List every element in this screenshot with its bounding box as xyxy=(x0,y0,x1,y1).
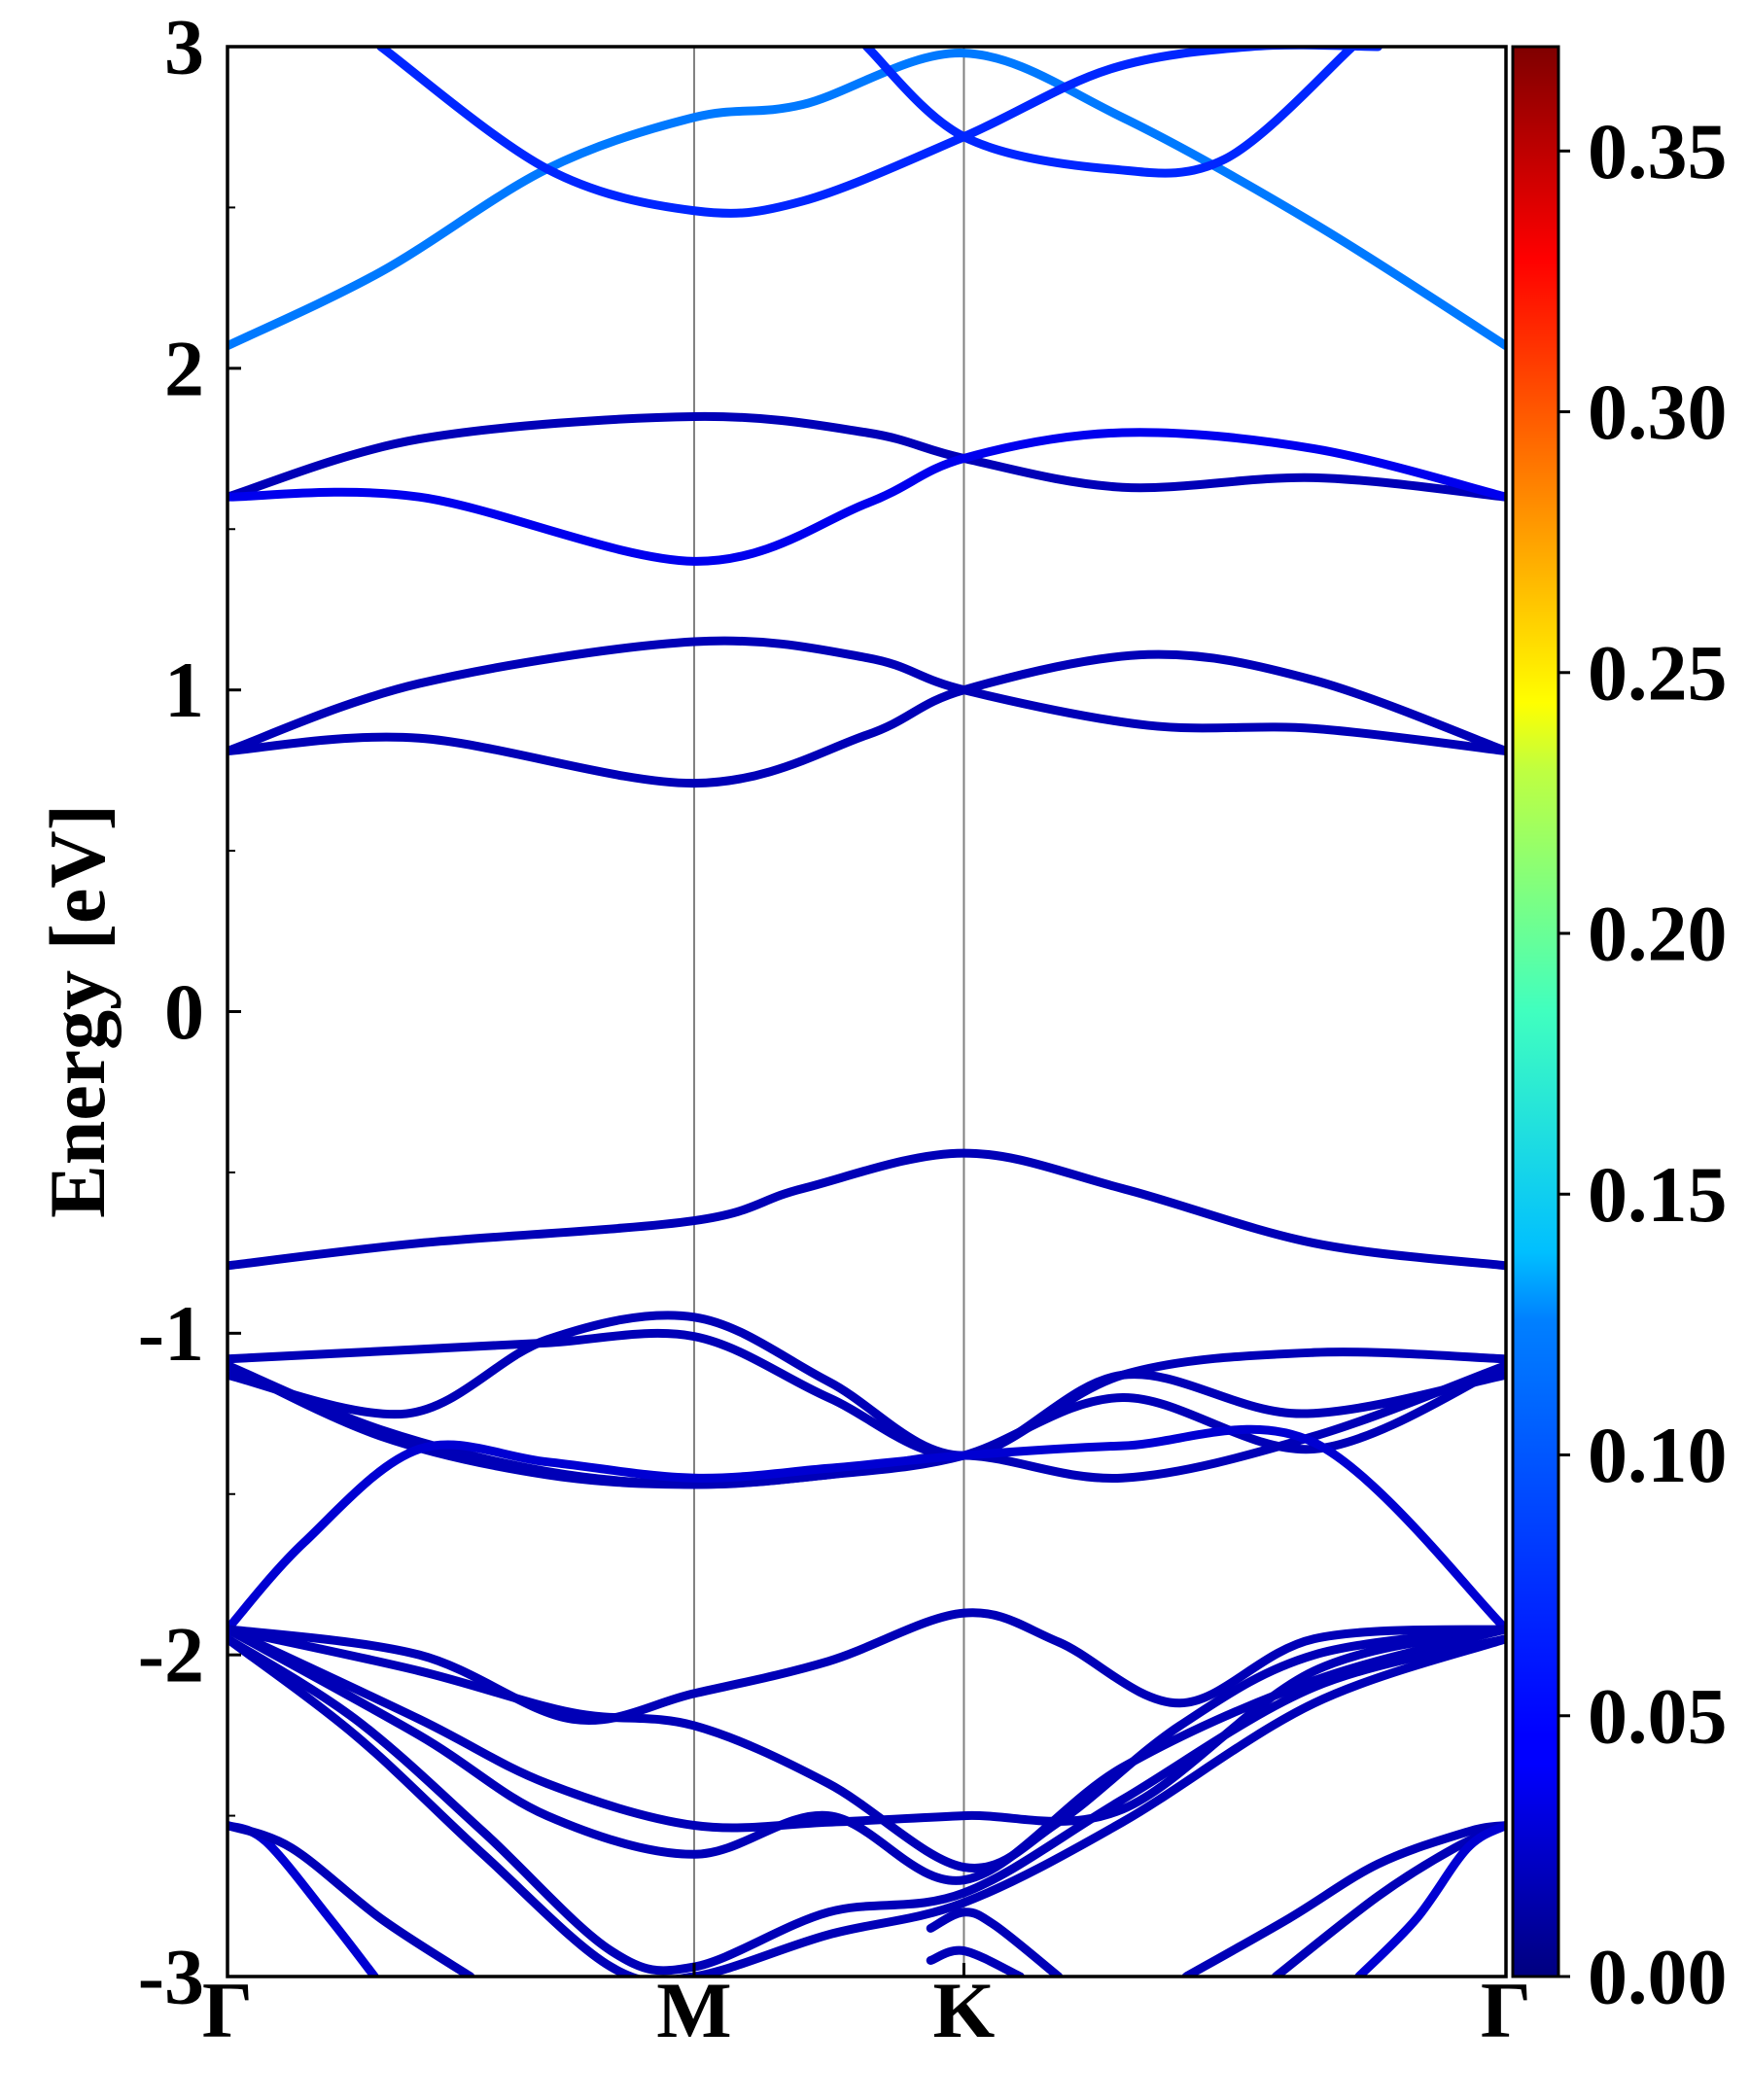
y-tick-label: 2 xyxy=(164,324,204,412)
band-line-17 xyxy=(228,1625,1506,1885)
colorbar: 0.00 0.05 0.10 0.15 0.20 0.25 0.30 0.35 xyxy=(1511,45,1728,2021)
high-symmetry-lines xyxy=(692,47,965,1977)
y-tick-label: 0 xyxy=(164,967,204,1056)
band-line-5 xyxy=(228,428,1506,566)
band-line-21 xyxy=(228,1821,475,1977)
x-tick-label: Γ xyxy=(1481,1966,1531,2054)
band-lines xyxy=(228,47,1506,1977)
colorbar-tick-label: 0.30 xyxy=(1588,368,1728,456)
band-line-26 xyxy=(1354,1821,1506,1977)
band-line-10 xyxy=(228,1311,1506,1460)
y-axis-ticks: -3 -2 -1 0 1 2 3 xyxy=(138,3,241,2021)
band-line-22 xyxy=(926,1908,1064,1977)
band-line-19 xyxy=(228,1634,1506,1977)
band-line-24 xyxy=(1181,1821,1506,1977)
band-line-14 xyxy=(228,1608,1506,1725)
colorbar-tick-label: 0.20 xyxy=(1588,890,1728,978)
band-line-7 xyxy=(228,649,1506,788)
band-line-4 xyxy=(228,411,1506,502)
colorbar-tick-label: 0.15 xyxy=(1588,1150,1728,1239)
band-line-15 xyxy=(228,1625,1506,1872)
x-tick-label: K xyxy=(933,1966,996,2054)
band-line-6 xyxy=(228,636,1506,756)
band-line-2 xyxy=(376,47,1382,218)
band-line-23 xyxy=(926,1945,1025,1977)
colorbar-tick-label: 0.25 xyxy=(1588,628,1728,717)
colorbar-tick-label: 0.10 xyxy=(1588,1411,1728,1499)
colorbar-ticks: 0.00 0.05 0.10 0.15 0.20 0.25 0.30 0.35 xyxy=(1558,107,1728,2021)
y-tick-label: 3 xyxy=(164,3,204,91)
band-line-9 xyxy=(228,1328,1506,1460)
colorbar-tick-label: 0.00 xyxy=(1588,1933,1728,2021)
band-line-8 xyxy=(228,1148,1506,1271)
band-line-1 xyxy=(228,49,1506,351)
y-tick-label: -2 xyxy=(138,1611,204,1699)
colorbar-gradient xyxy=(1513,47,1558,1977)
colorbar-tick-label: 0.35 xyxy=(1588,107,1728,195)
y-axis-label: Energy [eV] xyxy=(33,804,122,1218)
colorbar-tick-label: 0.05 xyxy=(1588,1671,1728,1760)
x-tick-label: Γ xyxy=(202,1966,253,2054)
colorbar-frame xyxy=(1511,45,1560,1978)
band-line-13 xyxy=(228,1424,1506,1634)
y-tick-label: -3 xyxy=(138,1933,204,2021)
band-line-3 xyxy=(862,47,1357,178)
x-tick-label: M xyxy=(656,1966,731,2054)
band-line-18 xyxy=(228,1634,1506,1976)
y-tick-label: -1 xyxy=(138,1289,204,1378)
y-tick-label: 1 xyxy=(164,646,204,734)
